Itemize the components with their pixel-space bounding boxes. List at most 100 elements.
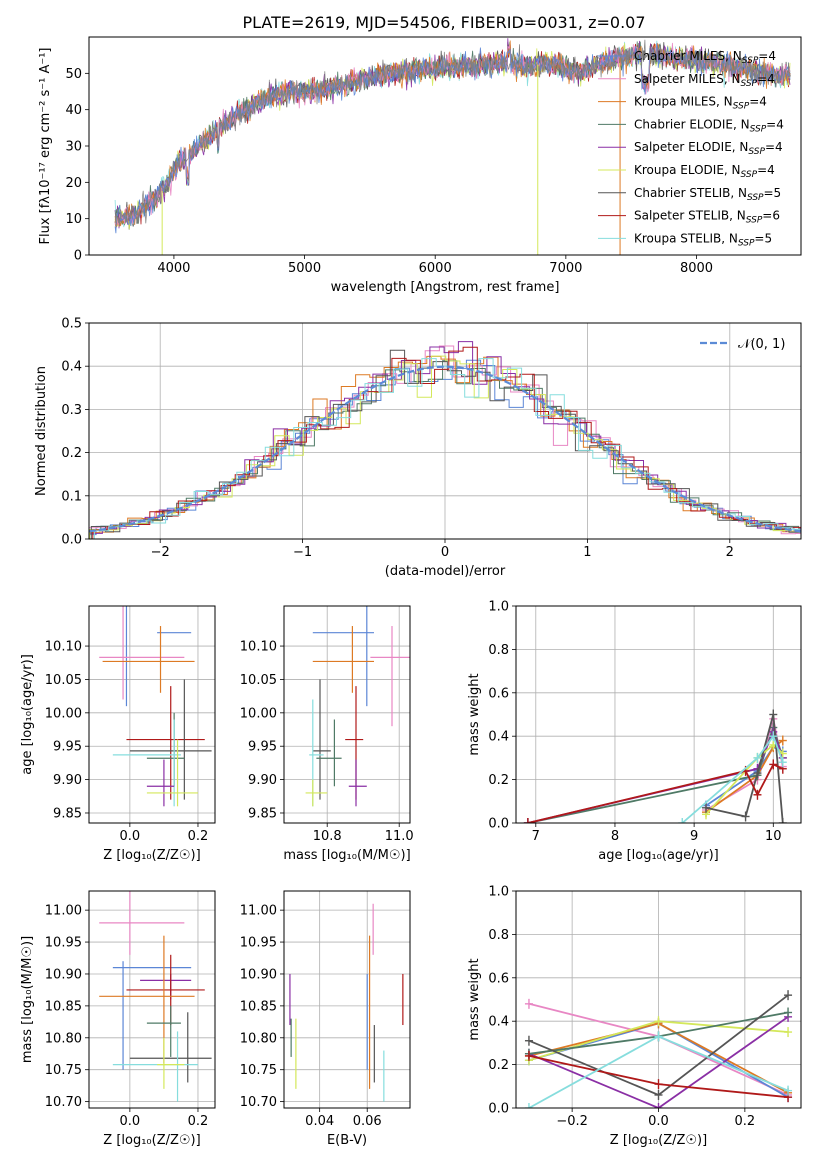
x-axis-label: E(B-V) xyxy=(327,1133,367,1148)
plot-area xyxy=(99,891,212,1102)
y-tick-label: 10.05 xyxy=(45,673,82,688)
axes-frame: 4000 5000 6000 7000 8000 0 10 20 30 40 50 xyxy=(65,36,802,276)
y-tick-label: 0.3 xyxy=(61,403,82,418)
weight-series xyxy=(524,990,793,1100)
weight-series xyxy=(702,709,787,823)
weight-series xyxy=(702,742,787,811)
errorbar-point xyxy=(112,961,192,1070)
plot-area xyxy=(523,709,787,823)
legend-label: Chabrier ELODIE, NSSP=4 xyxy=(634,117,784,134)
axes-border xyxy=(283,890,411,1109)
y-axis-label: mass [log₁₀(M/M☉)] xyxy=(20,936,35,1063)
errorbar-point xyxy=(112,1031,198,1102)
x-tick-label: 10 xyxy=(765,829,782,844)
y-tick-label: 10.90 xyxy=(240,967,277,982)
y-tick-label: 0.8 xyxy=(488,928,509,943)
axes-frame: 0.0 0.2 9.85 9.90 9.95 10.00 10.05 10.10 xyxy=(45,605,216,844)
histogram-series xyxy=(89,341,801,534)
x-tick-label: 10.8 xyxy=(313,829,342,844)
x-tick-label: 9 xyxy=(690,829,698,844)
x-tick-label: −2 xyxy=(151,545,170,560)
y-tick-label: 0.5 xyxy=(61,317,82,332)
gridlines xyxy=(284,606,410,823)
y-tick-label: 10.10 xyxy=(45,640,82,655)
x-axis-label: Z [log₁₀(Z/Z☉)] xyxy=(610,1133,707,1148)
y-tick-label: 0.0 xyxy=(488,817,509,832)
gridlines xyxy=(284,891,410,1108)
y-tick-label: 0.0 xyxy=(61,533,82,548)
x-tick-label: 11.0 xyxy=(385,829,414,844)
y-tick-label: 11.00 xyxy=(45,904,82,919)
histogram-series xyxy=(92,346,801,539)
legend-label: Chabrier MILES, NSSP=4 xyxy=(634,49,776,66)
x-axis-label: mass [log₁₀(M/M☉)] xyxy=(283,848,410,863)
y-tick-label: 0.4 xyxy=(488,730,509,745)
y-tick-label: 0.4 xyxy=(61,360,82,375)
axes-frame: 0.04 0.06 10.70 10.75 10.80 10.85 10.90 10.95 11… xyxy=(240,890,411,1129)
x-tick-label: 0.2 xyxy=(188,829,209,844)
y-tick-label: 10.95 xyxy=(45,936,82,951)
errorbar-point xyxy=(312,606,374,707)
panel-weight_vs_age: 7 8 9 10 0.0 0.2 0.4 0.6 0.8 1.0 age [log₁₀(age/yr… xyxy=(467,600,802,863)
axes-border xyxy=(88,605,216,824)
weight-line xyxy=(528,1016,789,1108)
errorbar-point xyxy=(102,626,195,693)
x-axis-label: Z [log₁₀(Z/Z☉)] xyxy=(103,848,200,863)
x-tick-label: 0.2 xyxy=(188,1114,209,1129)
plot-area xyxy=(89,341,801,539)
legend-label: Salpeter STELIB, NSSP=6 xyxy=(634,209,780,226)
histogram-series xyxy=(89,355,801,534)
errorbar-point xyxy=(309,699,324,807)
y-axis-label: mass weight xyxy=(467,958,482,1040)
y-tick-label: 0.0 xyxy=(488,1102,509,1117)
observed-spectrum-line xyxy=(114,39,791,227)
gridlines xyxy=(89,891,215,1108)
y-tick-label: 10.70 xyxy=(240,1095,277,1110)
y-axis-label: mass weight xyxy=(467,673,482,755)
y-tick-label: 50 xyxy=(65,67,82,82)
errorbar-point xyxy=(129,1012,212,1083)
x-tick-label: 0 xyxy=(441,545,449,560)
histogram-series xyxy=(93,358,801,539)
y-tick-label: 40 xyxy=(65,103,82,118)
legend: 𝒩(0, 1) xyxy=(700,337,785,352)
errorbar-point xyxy=(312,626,374,693)
errorbar-point xyxy=(146,1005,181,1057)
y-axis-label: Normed distribution xyxy=(34,366,49,496)
errorbar-point xyxy=(99,606,185,700)
errorbar-point xyxy=(99,935,195,1064)
y-tick-label: 9.90 xyxy=(53,773,82,788)
panel-weight_vs_Z: −0.2 0.0 0.2 0.0 0.2 0.4 0.6 0.8 1.0 Z [log₁₀(Z/Z… xyxy=(467,885,802,1148)
errorbar-point xyxy=(99,891,185,955)
legend-label: Chabrier STELIB, NSSP=5 xyxy=(634,186,781,203)
y-tick-label: 9.85 xyxy=(248,806,277,821)
panel-residuals: −2 −1 0 1 2 0.0 0.1 0.2 0.3 0.4 0.5 (data-model)/er… xyxy=(34,317,802,579)
y-tick-label: 10.85 xyxy=(240,999,277,1014)
legend: Chabrier MILES, NSSP=4 Salpeter MILES, NS… xyxy=(598,49,784,248)
y-tick-label: 10 xyxy=(65,212,82,227)
plot-area xyxy=(305,606,410,807)
axes-frame: 10.8 11.0 9.85 9.90 9.95 10.00 10.05 10.10 xyxy=(240,605,414,844)
x-tick-label: 0.0 xyxy=(120,1114,141,1129)
y-tick-label: 1.0 xyxy=(488,600,509,615)
histogram-series xyxy=(89,360,801,531)
axes-frame: 7 8 9 10 0.0 0.2 0.4 0.6 0.8 1.0 xyxy=(488,600,802,844)
gridlines xyxy=(516,605,801,824)
y-tick-label: 30 xyxy=(65,140,82,155)
normal-reference-curve xyxy=(89,365,801,533)
y-tick-label: 9.95 xyxy=(53,740,82,755)
panel-spectrum: 4000 5000 6000 7000 8000 0 10 20 30 40 50 wavelengt… xyxy=(38,36,802,295)
x-tick-label: 2 xyxy=(726,545,734,560)
y-tick-label: 9.95 xyxy=(248,740,277,755)
weight-line xyxy=(527,724,784,823)
errorbar-point xyxy=(126,686,205,800)
x-tick-label: 0.2 xyxy=(735,1114,756,1129)
panel-age_vs_Z: 0.0 0.2 9.85 9.90 9.95 10.00 10.05 10.10 Z [log₁… xyxy=(20,605,216,863)
panel-mass_vs_Z: 0.0 0.2 10.70 10.75 10.80 10.85 10.90 10.95 11.0… xyxy=(20,890,216,1148)
x-tick-label: 7000 xyxy=(549,261,582,276)
gridlines xyxy=(89,606,215,823)
panel-mass_vs_EBV: 0.04 0.06 10.70 10.75 10.80 10.85 10.90 10.95 11… xyxy=(240,890,411,1148)
y-tick-label: 0.1 xyxy=(61,489,82,504)
legend-label: Salpeter ELODIE, NSSP=4 xyxy=(634,140,783,157)
x-tick-label: 4000 xyxy=(157,261,190,276)
